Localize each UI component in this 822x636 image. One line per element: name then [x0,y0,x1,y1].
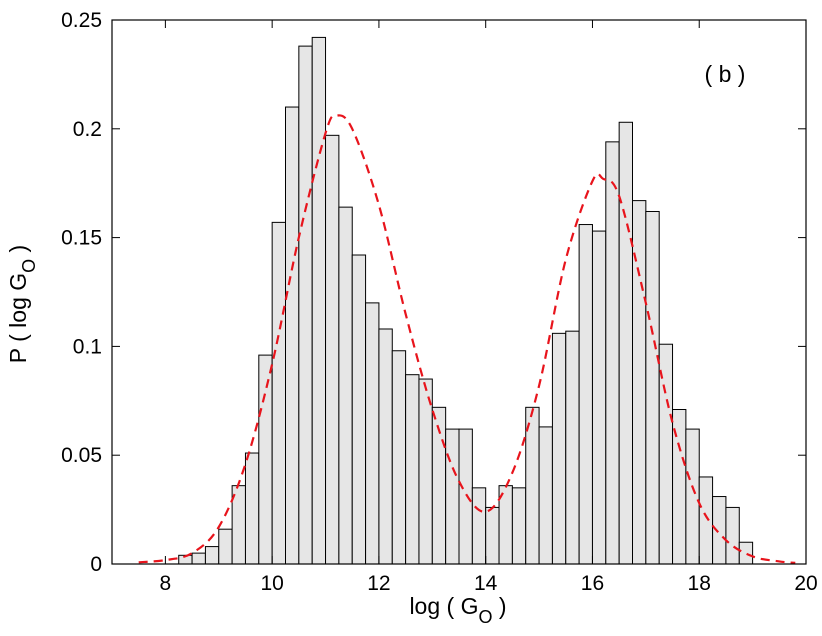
y-tick-label: 0 [90,553,102,576]
histogram-bar [551,332,567,565]
histogram-bar [725,506,740,565]
histogram-bar [698,476,714,565]
histogram-bar [365,302,380,565]
histogram-bar [565,330,580,565]
histogram-bar [325,134,340,565]
histogram-bar [578,224,593,565]
x-tick-label: 20 [794,572,817,595]
y-axis-ticks: 0 0.05 0.1 0.15 0.2 0.25 [61,9,806,576]
histogram-bar [351,254,367,565]
histogram-bar [218,528,233,565]
y-axis-label-subscript: O [19,259,39,273]
histogram-bar [458,428,473,565]
histogram-bar [485,506,500,565]
y-tick-label: 0.25 [61,9,102,32]
histogram-bar [378,328,393,565]
histogram-bar [511,487,527,565]
x-tick-label: 12 [367,572,390,595]
histogram-bar [298,45,313,565]
fit-curve-line [138,114,796,564]
y-axis-label-main: P ( log G [5,273,31,363]
y-tick-label: 0.05 [61,444,102,467]
histogram-bar [391,350,407,565]
x-tick-label: 16 [581,572,604,595]
histogram-bar [271,221,286,565]
y-tick-label: 0.15 [61,227,102,250]
histogram-bar [338,206,353,565]
histogram-bar [538,426,553,565]
histogram-bar [471,487,487,565]
x-axis-label-close: ) [492,593,506,619]
histogram-bar [311,36,327,565]
histogram-bar [605,141,620,565]
histogram-bar [685,428,700,565]
x-axis-label: log ( GO ) [409,593,506,627]
x-axis-label-subscript: O [478,607,492,627]
histogram-bar [591,230,607,565]
x-axis-label-main: log ( G [409,593,478,619]
histogram-bar [418,378,433,565]
histogram-bar [445,428,460,565]
histogram-bar [191,552,206,565]
histogram-bar [258,354,273,565]
histogram-bar [405,374,420,565]
histogram-bar [244,452,260,565]
plot-frame [111,19,807,565]
x-tick-label: 8 [160,572,172,595]
y-tick-label: 0.2 [73,118,102,141]
x-tick-label: 18 [688,572,711,595]
histogram-bar [618,121,634,565]
histogram-bars [178,36,754,565]
histogram-bar [738,541,754,565]
y-tick-label: 0.1 [73,335,102,358]
x-tick-label: 14 [474,572,498,595]
y-axis-label: P ( log GO ) [5,245,39,363]
panel-label: ( b ) [705,61,746,87]
y-axis-label-close: ) [5,245,31,259]
x-tick-label: 10 [260,572,283,595]
histogram-bar [645,210,660,565]
histogram-bar [285,106,300,565]
histogram-bar [712,496,727,565]
x-axis-ticks: 8 10 12 14 16 18 20 [160,20,818,595]
histogram-bar [204,546,220,565]
